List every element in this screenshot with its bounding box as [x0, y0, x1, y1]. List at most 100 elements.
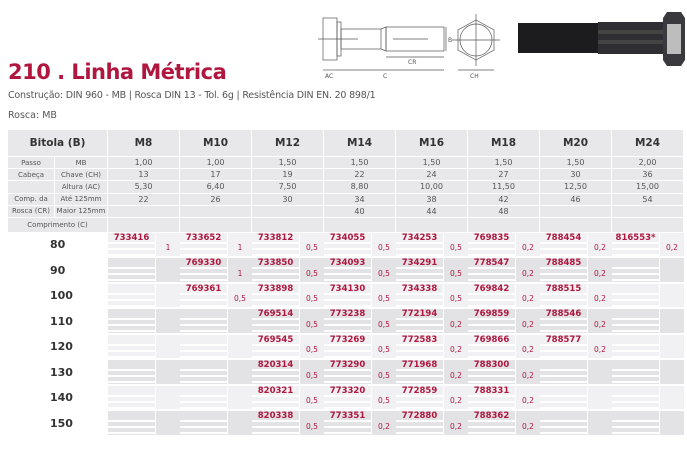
product-code[interactable]: 773351	[329, 411, 366, 422]
product-code[interactable]: 788362	[473, 411, 510, 422]
label-c: C	[383, 73, 387, 80]
product-code[interactable]: 788331	[473, 385, 510, 396]
cell-stripe	[180, 343, 227, 346]
product-code[interactable]: 788546	[545, 309, 582, 320]
product-code-cell[interactable]: 734130	[324, 283, 372, 310]
product-code-cell[interactable]: 734291	[396, 258, 444, 284]
product-code[interactable]: 769330	[185, 258, 222, 269]
product-code[interactable]: 772194	[401, 309, 438, 320]
product-code-cell[interactable]: 788577	[540, 334, 588, 361]
product-code[interactable]: 788485	[545, 258, 582, 269]
product-code[interactable]: 788515	[545, 283, 582, 294]
product-code-cell[interactable]: 769835	[468, 232, 516, 259]
cell-stripe	[108, 298, 155, 301]
product-code-cell[interactable]: 734253	[396, 232, 444, 259]
product-code-cell[interactable]: 772583	[396, 334, 444, 361]
tolerance: 0,5	[372, 334, 396, 361]
cell-stripe	[324, 324, 371, 327]
product-code[interactable]: 734055	[329, 232, 366, 243]
product-code-cell[interactable]: 733416	[108, 232, 156, 259]
product-code[interactable]: 772880	[401, 411, 438, 422]
product-code-cell[interactable]: 734055	[324, 232, 372, 259]
product-code-cell[interactable]: 788485	[540, 258, 588, 284]
product-code[interactable]: 734130	[329, 283, 366, 294]
product-code[interactable]: 733652	[185, 232, 222, 243]
product-code[interactable]: 733898	[257, 283, 294, 294]
product-code[interactable]: 773269	[329, 334, 366, 345]
product-code[interactable]: 769866	[473, 334, 510, 345]
product-code[interactable]: 769859	[473, 309, 510, 320]
product-code-cell[interactable]: 788454	[540, 232, 588, 259]
tolerance	[660, 334, 684, 361]
product-code-cell[interactable]: 769842	[468, 283, 516, 310]
product-code[interactable]: 771968	[401, 360, 438, 371]
product-code-cell[interactable]: 733652	[180, 232, 228, 259]
product-code[interactable]: 733812	[257, 232, 294, 243]
product-code-cell[interactable]: 772880	[396, 411, 444, 437]
product-code-cell[interactable]: 820314	[252, 360, 300, 386]
product-code-cell[interactable]: 773290	[324, 360, 372, 386]
product-code[interactable]: 769842	[473, 283, 510, 294]
product-code[interactable]: 772583	[401, 334, 438, 345]
product-code-cell[interactable]: 773238	[324, 309, 372, 335]
product-code[interactable]: 734253	[401, 232, 438, 243]
product-code[interactable]: 788454	[545, 232, 582, 243]
product-code-cell[interactable]: 773320	[324, 385, 372, 412]
product-code-cell[interactable]: 734338	[396, 283, 444, 310]
product-code[interactable]: 773320	[329, 385, 366, 396]
product-code[interactable]: 820314	[257, 360, 294, 371]
length-header-blank	[468, 217, 540, 233]
product-code[interactable]: 788577	[545, 334, 582, 345]
spec-group: Comp. da	[8, 193, 55, 206]
product-code-cell[interactable]: 734093	[324, 258, 372, 284]
cell-stripe	[468, 375, 515, 378]
product-code[interactable]: 769835	[473, 232, 510, 243]
row-length: 130	[48, 360, 108, 386]
product-code-cell[interactable]: 769361	[180, 283, 228, 310]
product-code-cell[interactable]: 772194	[396, 309, 444, 335]
product-code-cell[interactable]: 769330	[180, 258, 228, 284]
product-code[interactable]: 772859	[401, 385, 438, 396]
product-code-cell[interactable]: 773351	[324, 411, 372, 437]
product-code-cell	[108, 309, 156, 335]
product-code[interactable]: 773238	[329, 309, 366, 320]
product-code[interactable]: 820338	[257, 411, 294, 422]
product-code[interactable]: 734093	[329, 258, 366, 269]
product-code-cell[interactable]: 820321	[252, 385, 300, 412]
product-code-cell[interactable]: 772859	[396, 385, 444, 412]
product-code[interactable]: 733850	[257, 258, 294, 269]
product-code[interactable]: 816553*	[615, 232, 656, 243]
product-code-cell[interactable]: 769859	[468, 309, 516, 335]
row-length: 110	[48, 309, 108, 335]
product-code-cell[interactable]: 733812	[252, 232, 300, 259]
product-code-cell[interactable]: 769514	[252, 309, 300, 335]
product-code[interactable]: 773290	[329, 360, 366, 371]
cell-stripe	[396, 279, 443, 282]
product-code[interactable]: 788300	[473, 360, 510, 371]
product-code-cell[interactable]: 788331	[468, 385, 516, 412]
product-code-cell[interactable]: 769866	[468, 334, 516, 361]
product-code-cell[interactable]: 788515	[540, 283, 588, 310]
product-code[interactable]: 820321	[257, 385, 294, 396]
product-code-cell	[108, 334, 156, 361]
spec-value	[252, 205, 324, 218]
product-code-cell[interactable]: 820338	[252, 411, 300, 437]
product-code[interactable]: 733416	[113, 232, 150, 243]
product-code-cell[interactable]: 733898	[252, 283, 300, 310]
product-code-cell[interactable]: 788362	[468, 411, 516, 437]
product-code[interactable]: 734291	[401, 258, 438, 269]
product-code-cell[interactable]: 788300	[468, 360, 516, 386]
product-code[interactable]: 769514	[257, 309, 294, 320]
product-code[interactable]: 769361	[185, 283, 222, 294]
product-code-cell[interactable]: 773269	[324, 334, 372, 361]
product-code-cell[interactable]: 788546	[540, 309, 588, 335]
product-code-cell[interactable]: 733850	[252, 258, 300, 284]
product-code-cell[interactable]: 769545	[252, 334, 300, 361]
product-code[interactable]: 734338	[401, 283, 438, 294]
product-code-cell[interactable]: 816553*	[612, 232, 660, 259]
product-code-cell[interactable]: 771968	[396, 360, 444, 386]
cell-stripe	[612, 400, 659, 403]
product-code-cell[interactable]: 778547	[468, 258, 516, 284]
product-code[interactable]: 778547	[473, 258, 510, 269]
product-code[interactable]: 769545	[257, 334, 294, 345]
